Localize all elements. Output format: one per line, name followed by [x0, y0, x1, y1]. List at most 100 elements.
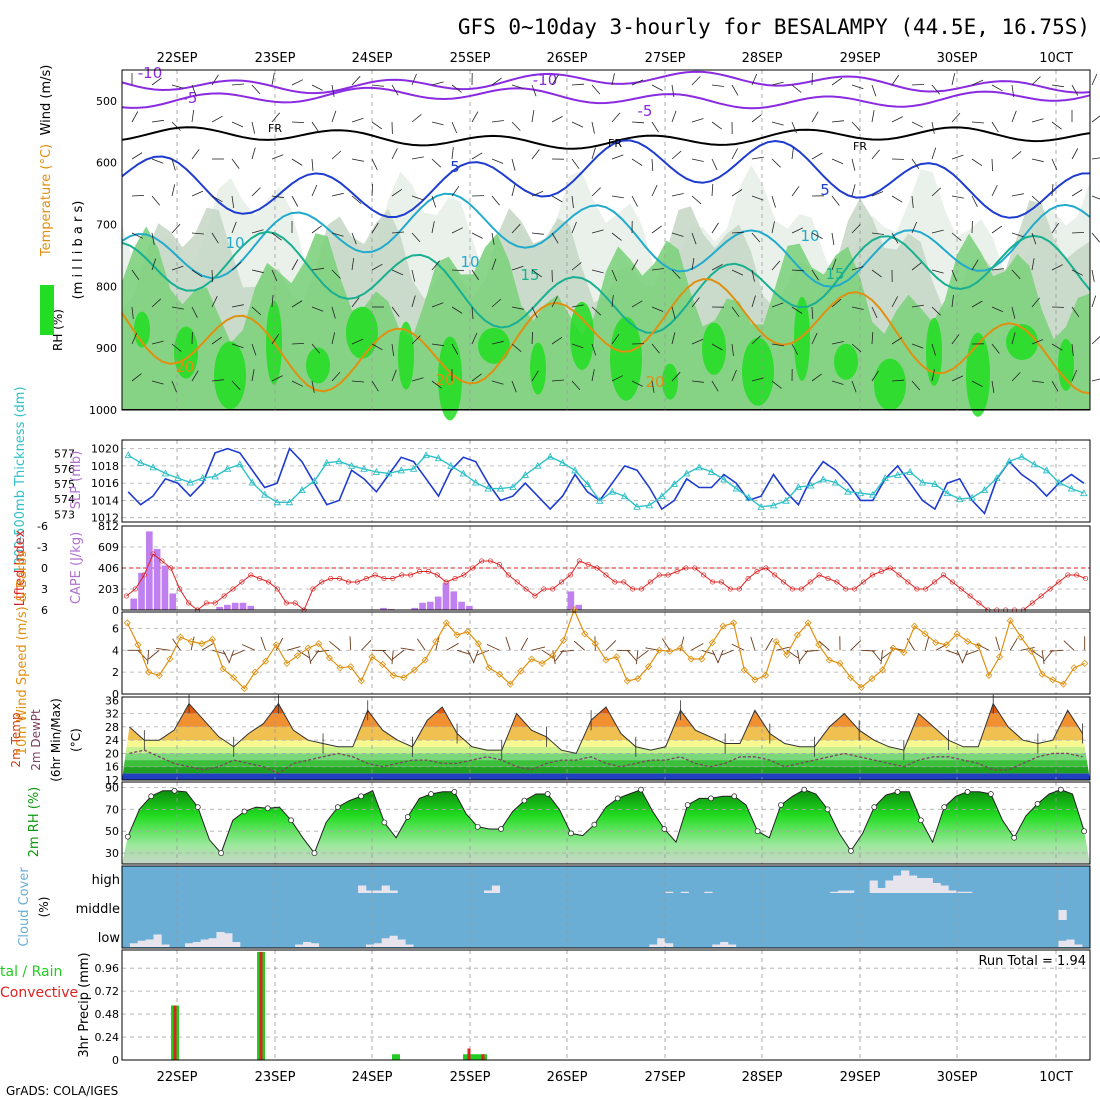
wind-barb: [831, 120, 844, 123]
lifted-index-marker: [718, 579, 724, 585]
wind-barb: [851, 266, 864, 271]
wind-barb: [191, 84, 197, 97]
lifted-index-marker: [772, 572, 778, 578]
surface-wind-barb: [286, 646, 301, 651]
wind-barb: [651, 268, 664, 271]
wind-speed-marker: [815, 641, 823, 649]
wind-speed-marker: [176, 633, 185, 641]
lifted-index-marker: [239, 579, 245, 585]
rain-bar: [463, 1054, 471, 1060]
wind-speed-marker: [464, 628, 472, 636]
isotherm-label: FR: [608, 137, 622, 150]
wind-barb: [1011, 110, 1017, 123]
precip-tick: 0.72: [95, 985, 120, 998]
wind-barb: [671, 332, 676, 345]
surface-wind-barb: [486, 643, 500, 651]
precip-legend-total: tal / Rain: [0, 964, 62, 980]
top-date-label: 22SEP: [157, 51, 198, 66]
wind-barb: [1031, 195, 1042, 205]
wind-barb: [651, 343, 660, 354]
lifted-index-marker: [825, 575, 831, 582]
lifted-index-marker: [186, 600, 192, 606]
rh-marker: [544, 791, 551, 797]
wind-barb: [291, 259, 299, 271]
wind-barb: [431, 302, 444, 308]
wind-speed-marker: [644, 663, 653, 671]
rh-marker: [684, 802, 691, 808]
cloud-bar: [303, 942, 312, 947]
isotherm-label: 10: [460, 253, 479, 271]
lifted-index-marker: [123, 593, 129, 599]
wind-speed-marker: [166, 655, 174, 663]
wind-barb: [571, 221, 577, 234]
wind-barb: [911, 158, 920, 170]
wind-barb: [571, 195, 574, 208]
pressure-tick: 600: [96, 157, 117, 170]
wind-tick: 0: [112, 688, 119, 701]
surface-wind-barb: [1043, 649, 1054, 662]
thickness-marker: [347, 461, 356, 469]
wind-barb: [231, 83, 245, 86]
wind-speed-marker: [613, 653, 621, 661]
wind-barb: [251, 343, 257, 356]
wind-barb: [1031, 339, 1044, 345]
wind-barb: [731, 369, 737, 382]
wind-speed-marker: [1059, 680, 1067, 688]
wind-barb: [331, 110, 337, 123]
cape-bar: [380, 607, 387, 610]
surface-wind-barb: [467, 650, 475, 663]
lifted-index-marker: [1083, 575, 1089, 582]
lifted-index-marker: [594, 565, 600, 571]
convective-bar: [173, 1005, 177, 1060]
wind-barb: [451, 306, 463, 314]
wind-barb: [611, 154, 624, 160]
wind-barb: [731, 306, 740, 317]
isotherm-label: -10: [533, 71, 558, 89]
cloud-bar: [649, 944, 658, 947]
cloud-bar: [712, 944, 721, 947]
wind-barb: [211, 379, 224, 382]
wind-barb: [1071, 369, 1078, 382]
cloud-bar: [846, 890, 855, 893]
wind-barb: [431, 195, 437, 208]
wind-barb: [951, 232, 962, 241]
wind-speed-marker: [698, 655, 706, 663]
lifted-index-marker: [976, 600, 982, 606]
top-date-label: 10CT: [1039, 51, 1073, 66]
wind-speed-marker: [134, 641, 142, 649]
wind-barb: [831, 341, 844, 345]
wind-barb: [751, 377, 764, 382]
surface-wind-barb: [799, 649, 809, 662]
cape-tick: 609: [98, 541, 119, 554]
cloud-bar: [216, 932, 225, 947]
wind-barb: [871, 269, 882, 278]
cloud-bar: [932, 883, 941, 893]
cloud-bar: [948, 890, 957, 893]
lifted-index-marker: [896, 572, 902, 578]
cape-bar: [146, 531, 153, 610]
lifted-index-marker: [807, 579, 813, 585]
wind-barb: [731, 189, 743, 197]
surface-wind-barb: [260, 636, 267, 651]
cloud-background: [122, 866, 1090, 948]
rh-marker: [591, 821, 598, 828]
wind-barb: [991, 84, 1003, 92]
isotherm-label: 10: [225, 234, 244, 252]
surface-wind-barb: [605, 640, 617, 651]
wind-barb: [691, 258, 695, 271]
surface-wind-barb: [965, 649, 979, 656]
surface-wind-barb: [637, 649, 649, 660]
cloud-level-label: high: [92, 873, 120, 888]
wind-barb: [231, 158, 240, 169]
wind-barb: [331, 192, 344, 197]
surface-wind-barb: [880, 650, 884, 665]
wind-barb: [871, 110, 875, 123]
wind-speed-marker: [506, 680, 514, 688]
wind-barb: [271, 73, 275, 86]
wind-barb: [871, 232, 884, 235]
lifted-index-marker: [852, 586, 858, 592]
rh-marker: [288, 817, 294, 824]
wind-barb: [231, 304, 244, 308]
lifted-index-marker: [745, 575, 751, 582]
wind-barb: [611, 73, 615, 86]
